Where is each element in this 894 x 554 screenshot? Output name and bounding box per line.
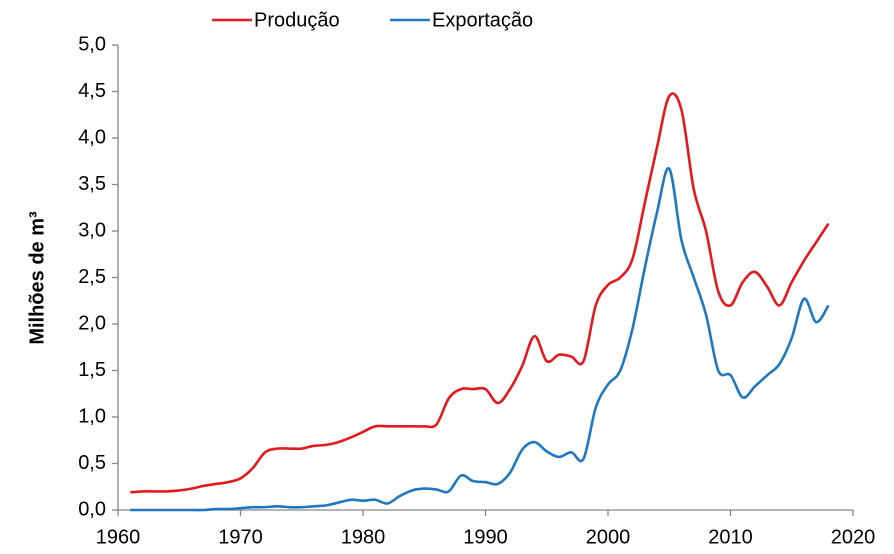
y-tick-label: 3,5 (78, 173, 106, 195)
y-tick-label: 4,0 (78, 126, 106, 148)
y-tick-label: 5,0 (78, 33, 106, 55)
y-tick-label: 1,0 (78, 405, 106, 427)
x-tick-label: 1960 (96, 526, 141, 548)
line-series (130, 167, 830, 512)
y-tick-label: 3,0 (78, 219, 106, 241)
x-tick-label: 2010 (708, 526, 753, 548)
x-tick-label: 1990 (463, 526, 508, 548)
x-tick-label: 2020 (831, 526, 876, 548)
y-tick-label: 2,5 (78, 266, 106, 288)
y-tick-label: 4,5 (78, 80, 106, 102)
y-axis-label: Milhões de m³ (26, 211, 48, 345)
y-tick-label: 2,0 (78, 312, 106, 334)
x-tick-label: 2000 (586, 526, 631, 548)
legend-label: Exportação (432, 9, 533, 31)
x-tick-label: 1970 (218, 526, 263, 548)
y-tick-label: 0,0 (78, 498, 106, 520)
y-tick-label: 0,5 (78, 452, 106, 474)
legend-label: Produção (254, 9, 340, 31)
line-series (130, 92, 830, 494)
y-tick-label: 1,5 (78, 359, 106, 381)
x-tick-label: 1980 (341, 526, 386, 548)
